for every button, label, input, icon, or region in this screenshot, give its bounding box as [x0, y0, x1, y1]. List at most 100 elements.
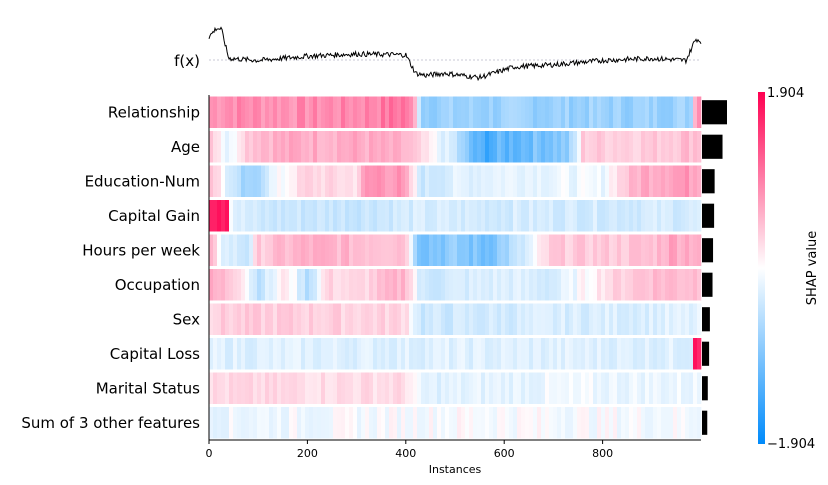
heatmap-cell [389, 269, 394, 301]
heatmap-cell [285, 131, 290, 163]
heatmap-cell [641, 96, 646, 128]
heatmap-cell [681, 372, 686, 404]
heatmap-cell [521, 303, 526, 335]
heatmap-cell [325, 165, 330, 197]
heatmap-cell [453, 234, 458, 266]
heatmap-cell [589, 303, 594, 335]
heatmap-cell [645, 165, 650, 197]
heatmap-cell [389, 96, 394, 128]
heatmap-cell [677, 165, 682, 197]
heatmap-cell [433, 131, 438, 163]
heatmap-cell [369, 234, 374, 266]
heatmap-cell [549, 269, 554, 301]
heatmap-cell [261, 131, 266, 163]
heatmap-cell [689, 200, 694, 232]
heatmap-cell [433, 269, 438, 301]
heatmap-cell [497, 303, 502, 335]
heatmap-cell [593, 303, 598, 335]
heatmap-cell [373, 269, 378, 301]
heatmap-cell [533, 234, 538, 266]
feature-label: Age [171, 138, 200, 156]
heatmap-cell [569, 372, 574, 404]
heatmap-cell [633, 234, 638, 266]
heatmap-cell [469, 407, 474, 439]
heatmap-cell [361, 96, 366, 128]
heatmap-cell [597, 131, 602, 163]
heatmap-cell [409, 131, 414, 163]
heatmap-cell [229, 131, 234, 163]
heatmap-cell [333, 131, 338, 163]
heatmap-cell [553, 200, 558, 232]
heatmap-cell [305, 269, 310, 301]
heatmap-cell [689, 407, 694, 439]
heatmap-cell [513, 372, 518, 404]
heatmap-cell [485, 200, 490, 232]
heatmap-cell [625, 407, 630, 439]
heatmap-cell [365, 200, 370, 232]
heatmap-cell [385, 269, 390, 301]
heatmap-cell [549, 96, 554, 128]
heatmap-cell [621, 372, 626, 404]
heatmap-cell [413, 269, 418, 301]
heatmap-cell [397, 131, 402, 163]
heatmap-cell [297, 338, 302, 370]
heatmap-cell [481, 96, 486, 128]
heatmap-cell [273, 165, 278, 197]
heatmap-cell [445, 131, 450, 163]
heatmap-cell [313, 372, 318, 404]
heatmap-cell [281, 407, 286, 439]
heatmap-cell [609, 234, 614, 266]
heatmap-cell [565, 269, 570, 301]
heatmap-cell [381, 165, 386, 197]
heatmap-cell [313, 303, 318, 335]
heatmap-row [209, 338, 702, 370]
heatmap-cell [569, 131, 574, 163]
heatmap-cell [253, 200, 258, 232]
heatmap-cell [665, 131, 670, 163]
heatmap-cell [577, 338, 582, 370]
heatmap-cell [501, 200, 506, 232]
heatmap-cell [365, 407, 370, 439]
heatmap-cell [273, 407, 278, 439]
heatmap-cell [677, 234, 682, 266]
heatmap-cell [357, 96, 362, 128]
heatmap-cell [353, 165, 358, 197]
heatmap-cell [261, 269, 266, 301]
heatmap-cell [485, 303, 490, 335]
heatmap-cell [469, 96, 474, 128]
heatmap-cell [273, 338, 278, 370]
heatmap-cell [553, 234, 558, 266]
heatmap-cell [385, 407, 390, 439]
heatmap-cell [625, 131, 630, 163]
heatmap-cell [413, 234, 418, 266]
heatmap-cell [429, 269, 434, 301]
heatmap-cell [333, 234, 338, 266]
heatmap-cell [217, 165, 222, 197]
heatmap-cell [209, 303, 214, 335]
heatmap-cell [341, 165, 346, 197]
heatmap-cell [253, 269, 258, 301]
heatmap-cell [425, 165, 430, 197]
x-axis: 0 200 400 600 800 Instances [206, 95, 701, 476]
heatmap-cell [461, 269, 466, 301]
heatmap-cell [301, 131, 306, 163]
heatmap-cell [445, 338, 450, 370]
heatmap-cell [277, 200, 282, 232]
heatmap-cell [501, 372, 506, 404]
heatmap-cell [421, 407, 426, 439]
heatmap-cell [353, 407, 358, 439]
heatmap-cell [397, 165, 402, 197]
heatmap-cell [609, 200, 614, 232]
heatmap-cell [333, 200, 338, 232]
heatmap-cell [473, 372, 478, 404]
heatmap-cell [413, 200, 418, 232]
heatmap-cell [285, 338, 290, 370]
heatmap-cell [533, 269, 538, 301]
heatmap-cell [441, 131, 446, 163]
heatmap-cell [493, 131, 498, 163]
heatmap-cell [561, 131, 566, 163]
heatmap-cell [621, 131, 626, 163]
heatmap-cell [325, 96, 330, 128]
heatmap-cell [461, 372, 466, 404]
heatmap-cell [265, 96, 270, 128]
